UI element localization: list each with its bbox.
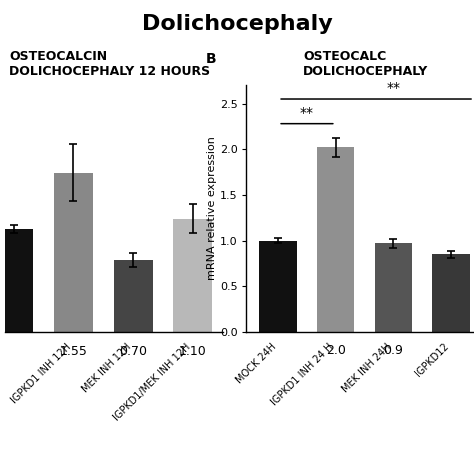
Bar — [317, 147, 355, 332]
Text: Dolichocephaly: Dolichocephaly — [142, 14, 332, 34]
Y-axis label: mRNA relative expression: mRNA relative expression — [207, 137, 217, 281]
Text: **: ** — [300, 106, 314, 120]
Text: OSTEOCALC
DOLICHOCEPHALY: OSTEOCALC DOLICHOCEPHALY — [303, 50, 428, 78]
Text: 2.0: 2.0 — [326, 344, 346, 356]
Bar — [259, 240, 297, 332]
Bar — [173, 219, 212, 332]
Bar — [54, 173, 93, 332]
Bar — [0, 229, 33, 332]
Text: **: ** — [386, 82, 401, 95]
Text: B: B — [206, 52, 216, 65]
Text: OSTEOCALCIN
DOLICHOCEPHALY 12 HOURS: OSTEOCALCIN DOLICHOCEPHALY 12 HOURS — [9, 50, 210, 78]
Bar — [114, 260, 153, 332]
Text: 0.9: 0.9 — [383, 344, 403, 356]
Bar — [374, 243, 412, 332]
Bar — [432, 254, 470, 332]
Text: 0.70: 0.70 — [119, 345, 147, 358]
Text: 1.55: 1.55 — [60, 345, 87, 358]
Text: 1.10: 1.10 — [179, 345, 207, 358]
